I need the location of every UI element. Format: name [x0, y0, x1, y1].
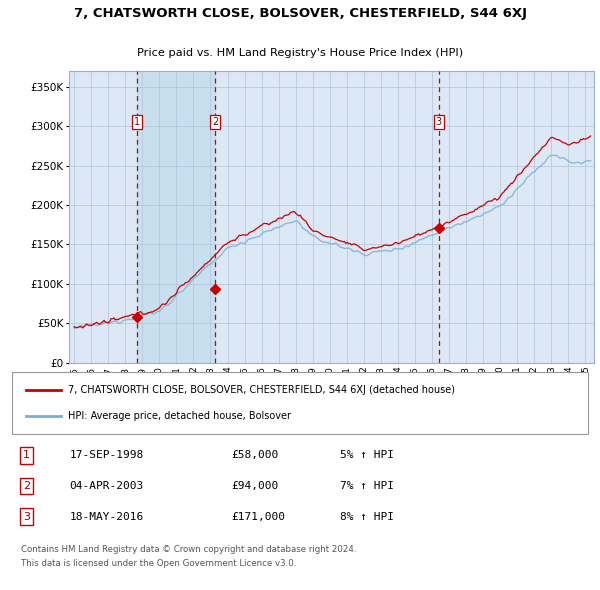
- Text: Contains HM Land Registry data © Crown copyright and database right 2024.: Contains HM Land Registry data © Crown c…: [20, 545, 356, 554]
- Text: Price paid vs. HM Land Registry's House Price Index (HPI): Price paid vs. HM Land Registry's House …: [137, 48, 463, 58]
- Bar: [137, 71, 215, 363]
- Text: 17-SEP-1998: 17-SEP-1998: [70, 451, 144, 460]
- Text: £94,000: £94,000: [231, 481, 278, 491]
- Text: 3: 3: [436, 117, 442, 127]
- Text: This data is licensed under the Open Government Licence v3.0.: This data is licensed under the Open Gov…: [20, 559, 296, 568]
- Text: 2: 2: [212, 117, 218, 127]
- Text: 2: 2: [23, 481, 30, 491]
- Text: 7% ↑ HPI: 7% ↑ HPI: [340, 481, 394, 491]
- Text: HPI: Average price, detached house, Bolsover: HPI: Average price, detached house, Bols…: [68, 411, 292, 421]
- Text: 3: 3: [23, 512, 30, 522]
- Text: £171,000: £171,000: [231, 512, 285, 522]
- FancyBboxPatch shape: [12, 372, 588, 434]
- Text: 1: 1: [23, 451, 30, 460]
- Text: £58,000: £58,000: [231, 451, 278, 460]
- Text: 7, CHATSWORTH CLOSE, BOLSOVER, CHESTERFIELD, S44 6XJ: 7, CHATSWORTH CLOSE, BOLSOVER, CHESTERFI…: [74, 7, 527, 20]
- FancyBboxPatch shape: [12, 440, 588, 536]
- Text: 7, CHATSWORTH CLOSE, BOLSOVER, CHESTERFIELD, S44 6XJ (detached house): 7, CHATSWORTH CLOSE, BOLSOVER, CHESTERFI…: [68, 385, 455, 395]
- Text: 04-APR-2003: 04-APR-2003: [70, 481, 144, 491]
- Text: 5% ↑ HPI: 5% ↑ HPI: [340, 451, 394, 460]
- Text: 1: 1: [134, 117, 140, 127]
- Text: 8% ↑ HPI: 8% ↑ HPI: [340, 512, 394, 522]
- Text: 18-MAY-2016: 18-MAY-2016: [70, 512, 144, 522]
